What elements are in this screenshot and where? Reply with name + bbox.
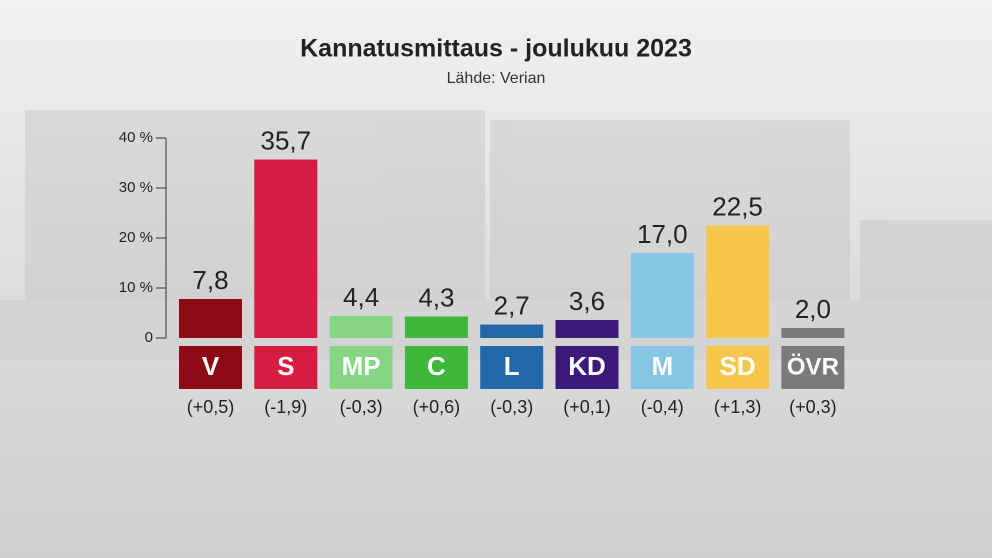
bar xyxy=(179,299,242,338)
change-label: (+0,5) xyxy=(187,397,235,417)
chart-subtitle: Lähde: Verian xyxy=(447,70,546,87)
party-box xyxy=(480,346,544,389)
change-label: (+1,3) xyxy=(714,397,762,417)
change-label: (+0,6) xyxy=(413,397,461,417)
bar xyxy=(254,159,318,338)
y-tick-label: 20 % xyxy=(119,229,153,246)
bar xyxy=(480,324,544,338)
party-box xyxy=(329,346,393,389)
x-tick-label: S xyxy=(277,351,294,381)
x-tick-label: SD xyxy=(720,351,756,381)
party-box xyxy=(706,346,770,389)
y-tick-label: 40 % xyxy=(119,129,153,146)
change-label: (-0,3) xyxy=(490,397,533,417)
bar xyxy=(706,225,770,338)
x-tick-label: M xyxy=(651,351,673,381)
bar xyxy=(404,316,468,338)
value-label: 17,0 xyxy=(637,219,688,249)
party-box xyxy=(630,346,694,389)
value-label: 2,7 xyxy=(494,290,530,320)
value-label: 2,0 xyxy=(795,294,831,324)
change-label: (-0,4) xyxy=(641,397,684,417)
value-label: 3,6 xyxy=(569,286,605,316)
value-label: 4,3 xyxy=(418,282,454,312)
change-label: (+0,3) xyxy=(789,397,837,417)
chart-title: Kannatusmittaus - joulukuu 2023 xyxy=(300,35,692,63)
y-tick-label: 30 % xyxy=(119,179,153,196)
x-tick-label: ÖVR xyxy=(787,353,839,380)
party-box xyxy=(404,346,468,389)
x-tick-label: V xyxy=(202,351,220,381)
x-tick-label: C xyxy=(427,351,446,381)
x-tick-label: KD xyxy=(568,351,606,381)
y-tick-label: 0 xyxy=(145,329,153,346)
bar xyxy=(329,316,393,338)
change-label: (+0,1) xyxy=(563,397,611,417)
party-box xyxy=(781,346,845,389)
value-label: 7,8 xyxy=(192,265,228,295)
change-label: (-0,3) xyxy=(340,397,383,417)
x-tick-label: L xyxy=(504,351,520,381)
party-box xyxy=(179,346,242,389)
bar xyxy=(630,253,694,338)
bar xyxy=(781,328,845,338)
building xyxy=(860,220,992,310)
party-box xyxy=(254,346,318,389)
change-label: (-1,9) xyxy=(264,397,307,417)
x-tick-label: MP xyxy=(342,351,381,381)
party-box xyxy=(555,346,619,389)
value-label: 4,4 xyxy=(343,282,379,312)
bar xyxy=(555,320,619,338)
value-label: 22,5 xyxy=(712,191,763,221)
y-tick-label: 10 % xyxy=(119,279,153,296)
value-label: 35,7 xyxy=(260,125,311,155)
